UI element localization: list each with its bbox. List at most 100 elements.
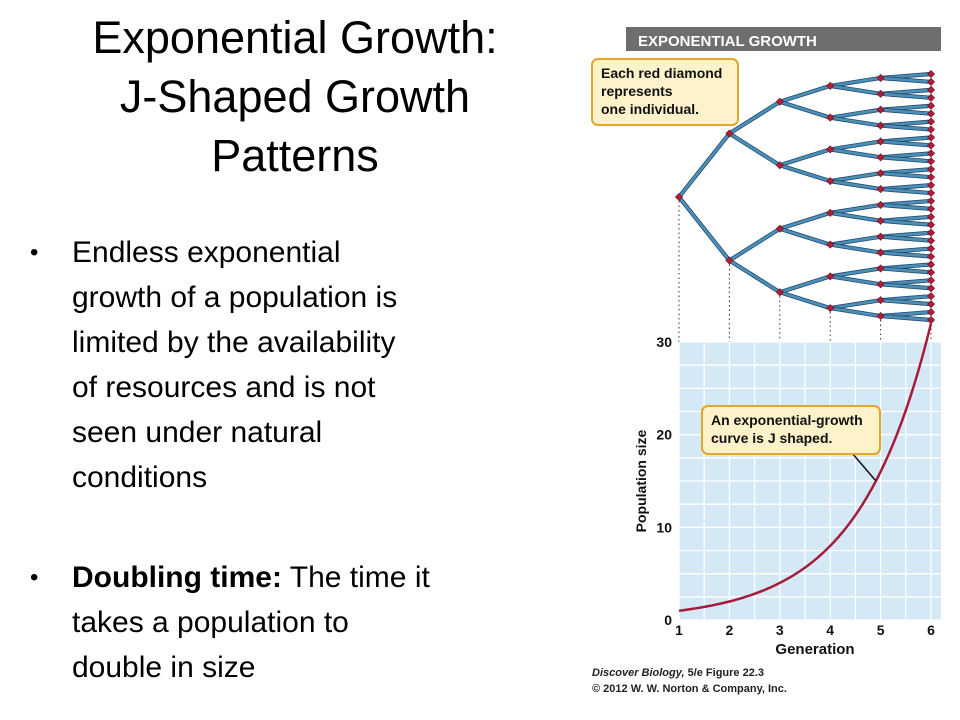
individual-diamond-icon	[876, 248, 885, 257]
axis-tick-labels: 1 2 3 4 5 6 0 10 20 30	[656, 334, 935, 638]
tree-branch	[728, 259, 782, 294]
curve-callout: An exponential-growth curve is J shaped.	[701, 405, 881, 455]
individual-diamond-icon	[926, 93, 936, 102]
tree-branch	[879, 282, 933, 290]
callout-line: one individual.	[601, 101, 699, 117]
individual-diamond-icon	[926, 125, 936, 134]
callout-line: curve is J shaped.	[711, 430, 832, 446]
individual-diamond-icon	[926, 196, 936, 205]
x-tick-label: 4	[826, 622, 834, 638]
individual-diamond-icon	[926, 69, 936, 79]
individual-diamond-icon	[926, 133, 936, 142]
definition-start: The time it	[281, 561, 430, 594]
individual-diamond-icon	[926, 181, 936, 190]
individual-diamond-icon	[926, 165, 936, 174]
individual-diamond-icon	[876, 121, 885, 130]
individual-diamond-icon	[876, 312, 885, 321]
figure-header: EXPONENTIAL GROWTH	[638, 33, 817, 50]
individual-diamond-icon	[826, 272, 835, 281]
callout-pointer	[851, 452, 877, 482]
tree-branch	[879, 235, 933, 242]
title-line: Patterns	[211, 130, 379, 181]
title-line: Exponential Growth:	[92, 12, 498, 63]
tree-branch	[778, 275, 832, 294]
term-doubling-time: Doubling time:	[72, 561, 282, 594]
tree-branch	[778, 163, 832, 183]
individual-diamond-icon	[725, 129, 734, 138]
figure-copyright: © 2012 W. W. Norton & Company, Inc.	[592, 683, 787, 695]
individual-diamond-icon	[926, 109, 936, 118]
individual-diamond-icon	[926, 308, 936, 317]
tree-branch	[828, 298, 882, 310]
bullet-line: of resources and is not	[72, 371, 376, 404]
tree-branch	[879, 156, 933, 163]
tree-branch	[828, 235, 882, 246]
individual-diamond-icon	[876, 73, 885, 82]
tree-branch	[828, 76, 882, 88]
tree-branch	[778, 290, 832, 310]
exponential-growth-figure: EXPONENTIAL GROWTH Each red diamond repr…	[591, 27, 941, 695]
slide-title: Exponential Growth: J-Shaped Growth Patt…	[20, 8, 570, 185]
tree-branch	[828, 203, 882, 215]
y-tick-label: 0	[664, 612, 672, 628]
title-line: J-Shaped Growth	[119, 71, 471, 122]
tree-branch	[828, 306, 882, 318]
individual-diamond-icon	[926, 268, 936, 277]
tree-branch	[879, 267, 933, 274]
tree-branch	[879, 124, 933, 131]
individual-diamond-icon	[926, 260, 936, 269]
x-tick-label: 2	[726, 622, 734, 638]
individual-diamond-icon	[876, 280, 885, 289]
tree-branch	[728, 227, 782, 262]
bullet-dot-icon: •	[30, 239, 39, 266]
tree-branch	[728, 100, 782, 135]
tree-branch	[778, 227, 832, 246]
individual-diamond-icon	[926, 85, 936, 94]
tree-branch	[828, 267, 882, 278]
callout-line: An exponential-growth	[711, 412, 863, 428]
population-tree	[674, 69, 936, 325]
tree-branch	[728, 132, 782, 167]
individual-diamond-icon	[926, 101, 936, 110]
bullet-line: seen under natural	[72, 416, 323, 449]
individual-diamond-icon	[826, 240, 835, 249]
caption-edition: 5/e Figure 22.3	[685, 667, 764, 679]
individual-diamond-icon	[926, 117, 936, 126]
individual-diamond-icon	[876, 264, 885, 273]
individual-diamond-icon	[926, 252, 936, 261]
individual-diamond-icon	[876, 185, 885, 194]
bullet-line: limited by the availability	[72, 326, 396, 359]
generation-guide-lines	[678, 201, 932, 342]
individual-diamond-icon	[775, 161, 784, 170]
individual-diamond-icon	[826, 208, 835, 217]
tree-branch	[879, 92, 933, 100]
individual-diamond-icon	[926, 276, 936, 285]
individual-diamond-icon	[876, 216, 885, 225]
j-curve-line	[678, 323, 933, 612]
individual-diamond-icon	[876, 105, 885, 114]
tree-branch	[879, 171, 933, 179]
tree-branch	[879, 298, 933, 306]
tree-branch	[828, 171, 882, 183]
individual-diamond-icon	[926, 204, 936, 213]
callout-line: Each red diamond	[601, 65, 722, 81]
tree-branch	[828, 243, 882, 254]
tree-branch	[828, 108, 882, 119]
individual-diamond-icon	[826, 81, 835, 90]
tree-branch	[828, 275, 882, 286]
tree-branch	[879, 140, 933, 147]
caption-book-title: Discover Biology,	[592, 667, 685, 679]
figure-header-bar	[626, 27, 941, 51]
y-tick-label: 20	[656, 427, 672, 443]
bullet-line: Endless exponential	[72, 236, 341, 269]
individual-diamond-icon	[826, 177, 835, 186]
bullet-line: Doubling time: The time it	[72, 555, 430, 600]
bullet-line: conditions	[72, 461, 208, 494]
figure-caption: Discover Biology, 5/e Figure 22.3	[592, 667, 764, 679]
x-tick-label: 6	[927, 622, 935, 638]
individual-diamond-icon	[926, 315, 936, 325]
tree-branch	[828, 148, 882, 159]
individual-diamond-icon	[926, 228, 936, 237]
individual-diamond-icon	[926, 149, 936, 158]
individual-diamond-icon	[876, 169, 885, 178]
